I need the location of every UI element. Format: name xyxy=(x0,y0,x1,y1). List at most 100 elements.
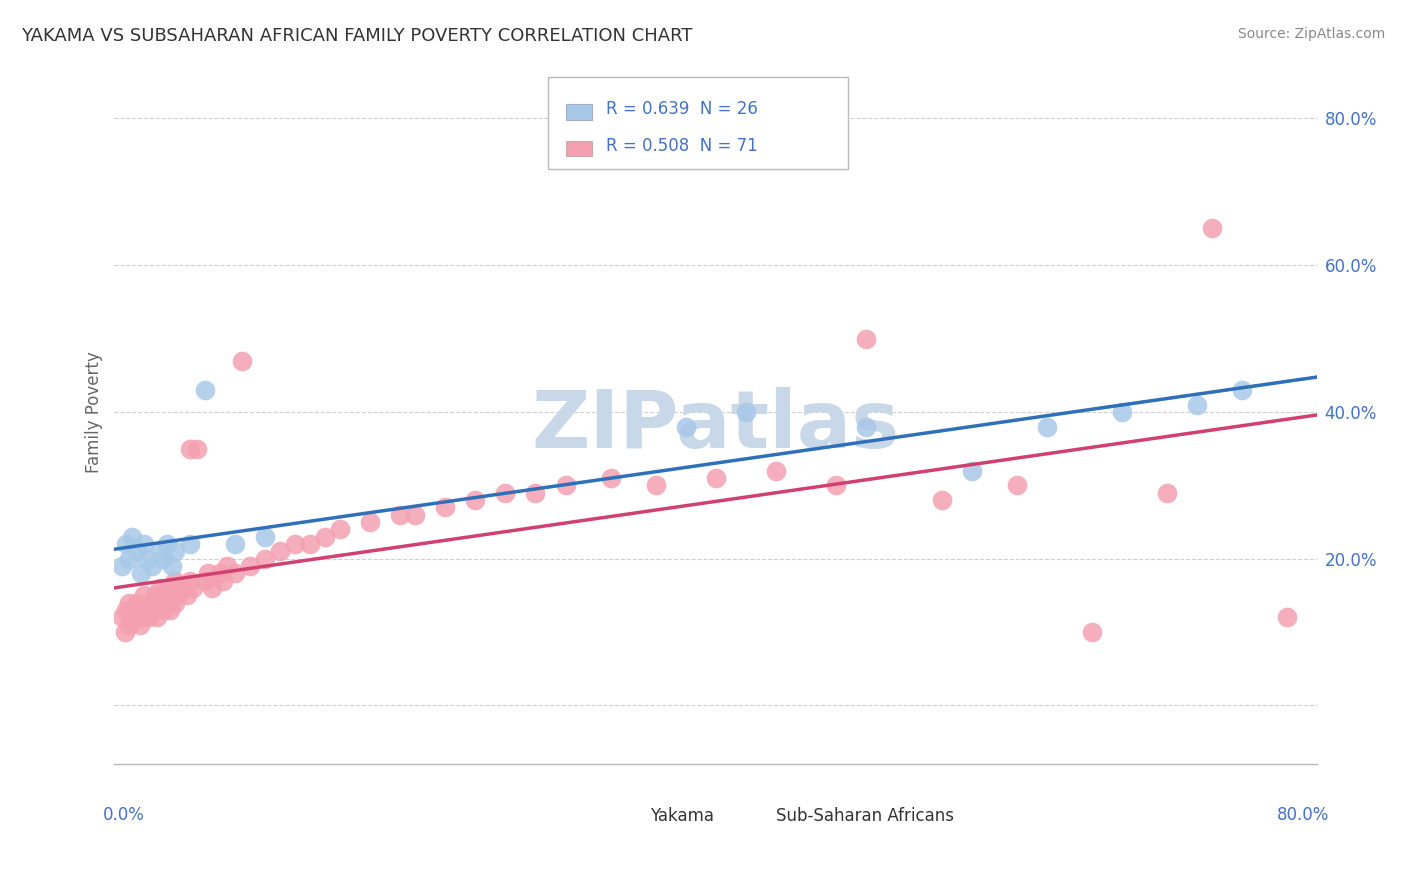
Point xyxy=(1156,485,1178,500)
Point xyxy=(134,610,156,624)
Point xyxy=(434,500,457,515)
Point xyxy=(1036,419,1059,434)
Point xyxy=(253,530,276,544)
Point xyxy=(464,493,486,508)
Point xyxy=(1111,405,1133,419)
Point xyxy=(115,603,138,617)
Text: Source: ZipAtlas.com: Source: ZipAtlas.com xyxy=(1237,27,1385,41)
Point xyxy=(163,574,186,588)
Point xyxy=(179,537,201,551)
Point xyxy=(121,610,143,624)
Point xyxy=(1201,221,1223,235)
Text: Sub-Saharan Africans: Sub-Saharan Africans xyxy=(776,806,955,825)
Point xyxy=(359,515,381,529)
Point xyxy=(960,464,983,478)
Point xyxy=(111,559,134,574)
Point xyxy=(1185,398,1208,412)
Point xyxy=(644,478,666,492)
Point xyxy=(1005,478,1028,492)
Point xyxy=(143,588,166,602)
Text: ZIPatlas: ZIPatlas xyxy=(531,387,900,465)
Text: R = 0.639  N = 26: R = 0.639 N = 26 xyxy=(606,100,758,119)
Point xyxy=(298,537,321,551)
Text: R = 0.508  N = 71: R = 0.508 N = 71 xyxy=(606,136,758,155)
Point xyxy=(136,551,159,566)
Point xyxy=(121,530,143,544)
Point xyxy=(1232,383,1254,397)
Point xyxy=(197,566,219,581)
Point xyxy=(122,603,145,617)
Text: Yakama: Yakama xyxy=(650,806,714,825)
Point xyxy=(131,603,153,617)
Point xyxy=(111,610,134,624)
Point xyxy=(134,588,156,602)
Point xyxy=(765,464,787,478)
Y-axis label: Family Poverty: Family Poverty xyxy=(86,351,103,473)
Point xyxy=(141,603,163,617)
Text: 80.0%: 80.0% xyxy=(1277,806,1330,824)
Point xyxy=(825,478,848,492)
Point xyxy=(156,581,179,595)
Point xyxy=(224,537,246,551)
Point xyxy=(1081,625,1104,640)
Point xyxy=(931,493,953,508)
Point xyxy=(1277,610,1299,624)
Point xyxy=(314,530,336,544)
Point xyxy=(194,383,217,397)
FancyBboxPatch shape xyxy=(565,141,592,156)
Point xyxy=(152,551,174,566)
Point xyxy=(145,610,167,624)
Point xyxy=(735,405,758,419)
Point xyxy=(201,581,224,595)
Point xyxy=(554,478,576,492)
Point xyxy=(141,596,163,610)
Point xyxy=(160,559,183,574)
Point xyxy=(115,537,138,551)
Point xyxy=(172,581,194,595)
Point xyxy=(148,544,170,558)
Point xyxy=(156,537,179,551)
Point xyxy=(114,625,136,640)
Point xyxy=(136,603,159,617)
Point xyxy=(253,551,276,566)
Point xyxy=(217,559,239,574)
Point xyxy=(389,508,412,522)
FancyBboxPatch shape xyxy=(620,811,641,823)
Point xyxy=(148,581,170,595)
Point xyxy=(125,610,148,624)
Point xyxy=(404,508,426,522)
Point xyxy=(675,419,697,434)
Point xyxy=(152,603,174,617)
Point xyxy=(494,485,516,500)
Text: YAKAMA VS SUBSAHARAN AFRICAN FAMILY POVERTY CORRELATION CHART: YAKAMA VS SUBSAHARAN AFRICAN FAMILY POVE… xyxy=(21,27,693,45)
Point xyxy=(186,442,208,456)
Point xyxy=(148,596,170,610)
Point xyxy=(284,537,307,551)
Point xyxy=(208,566,231,581)
Point xyxy=(141,559,163,574)
FancyBboxPatch shape xyxy=(747,811,768,823)
Point xyxy=(153,588,176,602)
Point xyxy=(855,419,877,434)
Point xyxy=(211,574,233,588)
Point xyxy=(163,544,186,558)
Point xyxy=(704,471,727,485)
Point xyxy=(855,331,877,345)
Point xyxy=(118,551,141,566)
Point xyxy=(160,588,183,602)
Point xyxy=(176,588,198,602)
Point xyxy=(181,581,204,595)
Point xyxy=(194,574,217,588)
Point xyxy=(239,559,262,574)
Point xyxy=(329,522,352,536)
FancyBboxPatch shape xyxy=(565,104,592,120)
Point xyxy=(129,617,152,632)
Point xyxy=(179,442,201,456)
Point xyxy=(166,588,188,602)
Point xyxy=(118,617,141,632)
Point xyxy=(599,471,621,485)
Point xyxy=(156,596,179,610)
Point xyxy=(131,566,153,581)
Point xyxy=(138,610,160,624)
Point xyxy=(134,537,156,551)
